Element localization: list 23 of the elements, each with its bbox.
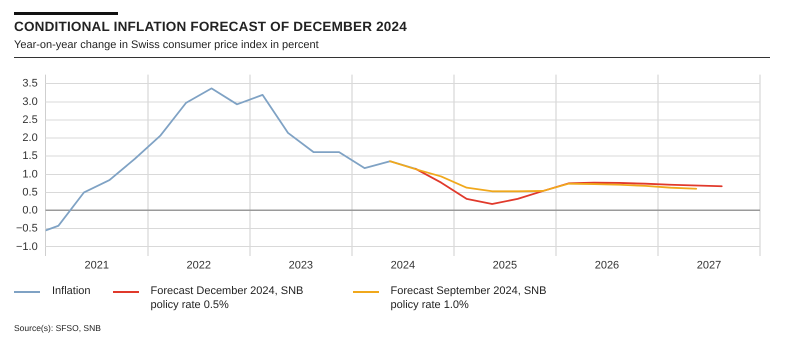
source-note: Source(s): SFSO, SNB	[14, 323, 101, 333]
y-tick-label: 2.5	[22, 114, 38, 126]
x-tick-label: 2021	[84, 259, 109, 272]
chart-title: CONDITIONAL INFLATION FORECAST OF DECEMBER 2024	[14, 19, 407, 34]
chart-subtitle: Year-on-year change in Swiss consumer price index in percent	[14, 39, 319, 51]
y-tick-label: 1.0	[22, 168, 38, 180]
y-tick-label: 0.0	[22, 204, 38, 217]
y-tick-label: 1.5	[22, 150, 38, 162]
x-tick-label: 2027	[696, 259, 722, 272]
y-tick-label: 2.0	[22, 132, 38, 144]
x-tick-label: 2024	[390, 259, 416, 272]
x-tick-label: 2022	[186, 259, 212, 272]
y-tick-label: −1.0	[16, 240, 38, 253]
x-tick-label: 2025	[492, 259, 518, 272]
y-tick-label: −0.5	[16, 222, 38, 235]
y-tick-label: 3.0	[22, 96, 38, 108]
legend-label: Forecast December 2024, SNB policy rate 0.5%	[150, 284, 304, 312]
legend-label: Forecast September 2024, SNB policy rate 1.0%	[390, 284, 548, 312]
x-tick-label: 2026	[594, 259, 620, 272]
y-tick-label: 3.5	[22, 78, 38, 90]
x-tick-label: 2023	[288, 259, 314, 272]
y-tick-label: 0.5	[22, 186, 38, 198]
legend-label: Inflation	[52, 284, 91, 298]
